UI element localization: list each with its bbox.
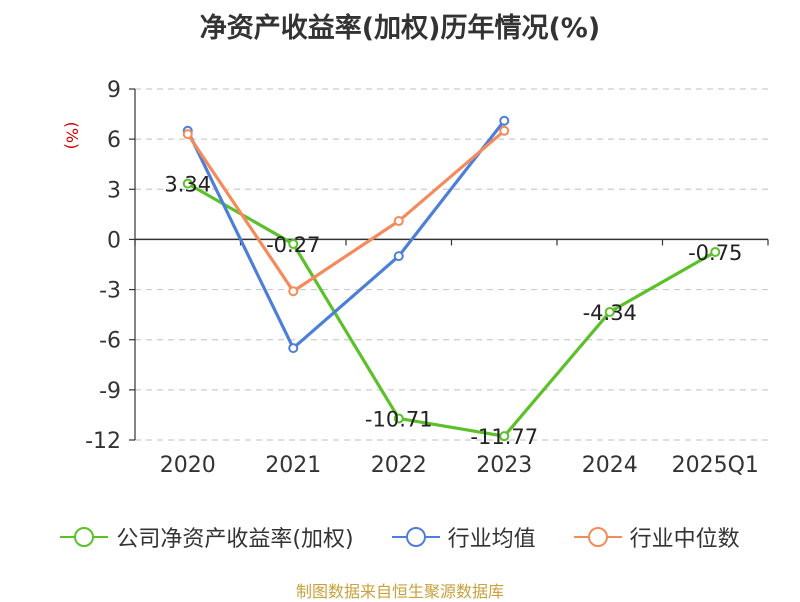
y-tick-label: 3	[107, 178, 121, 203]
y-tick-label: 9	[107, 78, 121, 103]
data-point	[499, 115, 510, 126]
data-label: -4.34	[583, 301, 637, 325]
y-tick-label: -12	[85, 429, 121, 454]
data-point	[182, 129, 193, 140]
x-tick-label: 2021	[265, 453, 321, 478]
data-label: -10.71	[365, 407, 433, 431]
data-point	[288, 238, 299, 249]
series-line	[186, 129, 506, 293]
x-tick-label: 2024	[582, 453, 638, 478]
data-label: -11.77	[470, 425, 538, 449]
data-point	[288, 286, 299, 297]
y-tick-label: -3	[99, 279, 121, 304]
legend: 公司净资产收益率(加权) 行业均值 行业中位数	[0, 521, 800, 553]
legend-marker-icon	[391, 527, 440, 547]
gridlines	[135, 88, 768, 441]
data-label: -0.75	[688, 241, 742, 265]
series-line	[186, 182, 717, 438]
legend-label: 行业均值	[447, 527, 536, 552]
y-tick-label: -9	[99, 379, 121, 404]
legend-marker-icon	[60, 527, 109, 547]
legend-item[interactable]: 行业中位数	[573, 521, 740, 553]
data-point	[710, 246, 721, 257]
data-point	[604, 306, 615, 317]
x-tick-label: 2023	[476, 453, 532, 478]
source-note: 制图数据来自恒生聚源数据库	[295, 582, 504, 601]
legend-marker-icon	[573, 527, 622, 547]
data-point	[393, 251, 404, 262]
axes: 9 6 3 0 -3 -6 -9 -12 2020 2021 2022 2023 2024 2025Q1	[85, 78, 769, 478]
data-point	[393, 413, 404, 424]
data-label: 3.34	[164, 173, 211, 197]
x-tick-label: 2020	[160, 453, 216, 478]
data-point	[288, 343, 299, 354]
legend-label: 公司净资产收益率(加权)	[116, 527, 354, 552]
data-labels: 3.34 -0.27 -10.71 -11.77 -4.34 -0.75	[164, 173, 742, 450]
series-lines	[182, 115, 721, 442]
x-tick-label: 2025Q1	[672, 453, 759, 478]
chart-title: 净资产收益率(加权)历年情况(%)	[199, 13, 601, 44]
y-tick-label: 0	[107, 228, 121, 253]
legend-item[interactable]: 公司净资产收益率(加权)	[60, 521, 354, 553]
y-tick-label: 6	[107, 128, 121, 153]
legend-item[interactable]: 行业均值	[391, 521, 536, 553]
data-point	[499, 125, 510, 136]
x-tick-label: 2022	[371, 453, 427, 478]
data-point	[499, 431, 510, 442]
series-line	[186, 119, 506, 350]
data-point	[182, 178, 193, 189]
data-label: -0.27	[266, 233, 320, 257]
legend-label: 行业中位数	[629, 527, 740, 552]
y-tick-label: -6	[99, 329, 121, 354]
data-point	[393, 216, 404, 227]
